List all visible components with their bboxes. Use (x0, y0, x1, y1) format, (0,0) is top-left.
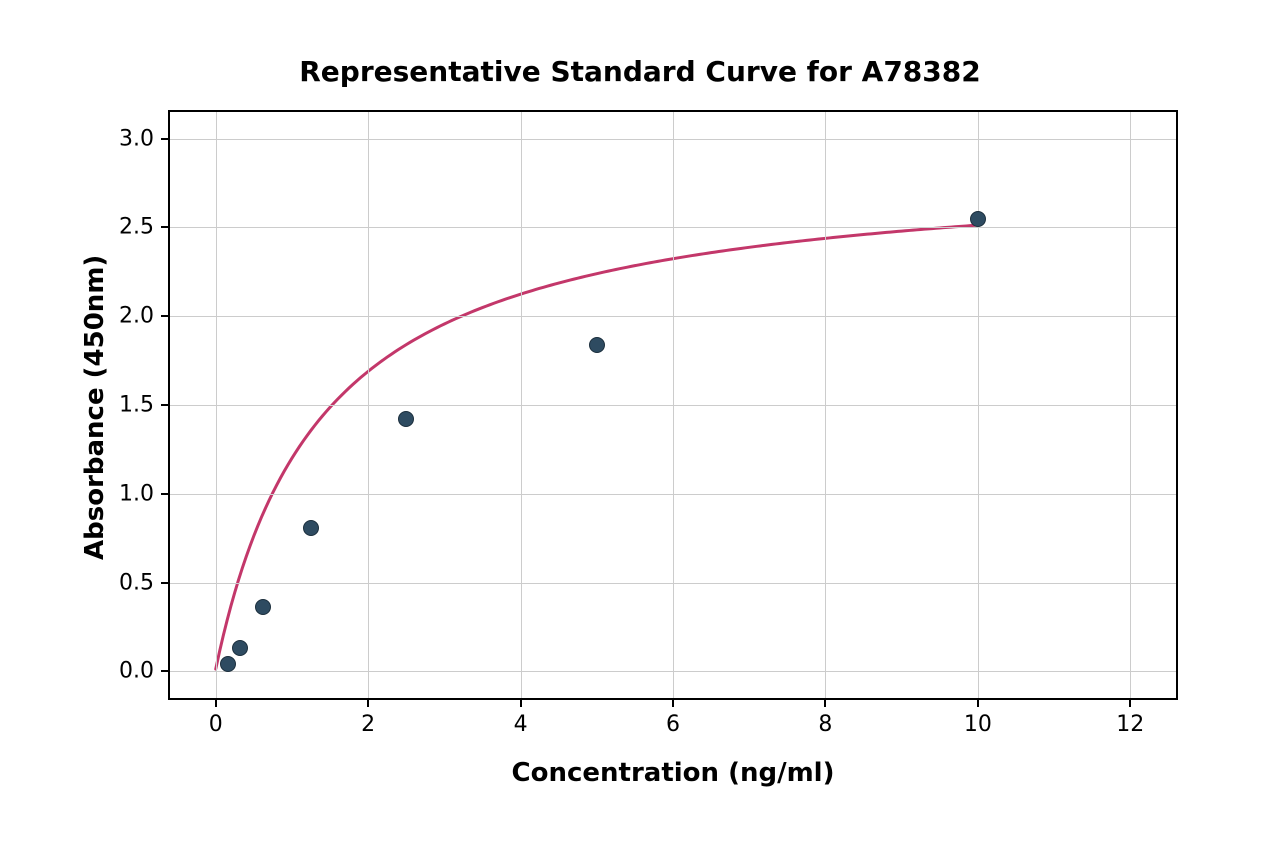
y-tick-label: 0.0 (119, 659, 154, 684)
y-tick-mark (161, 138, 168, 140)
grid-line-horizontal (170, 139, 1176, 140)
y-tick-label: 3.0 (119, 126, 154, 151)
y-tick-label: 1.5 (119, 393, 154, 418)
x-tick-label: 10 (964, 712, 992, 737)
x-tick-mark (824, 700, 826, 707)
fit-curve-path (216, 225, 978, 669)
data-point (255, 599, 271, 615)
data-point (232, 640, 248, 656)
y-tick-mark (161, 315, 168, 317)
x-tick-label: 12 (1116, 712, 1144, 737)
data-point (589, 337, 605, 353)
grid-line-horizontal (170, 494, 1176, 495)
x-tick-mark (1129, 700, 1131, 707)
x-tick-mark (215, 700, 217, 707)
x-tick-mark (977, 700, 979, 707)
grid-line-horizontal (170, 227, 1176, 228)
y-tick-mark (161, 493, 168, 495)
y-tick-label: 0.5 (119, 570, 154, 595)
x-tick-label: 2 (361, 712, 375, 737)
y-tick-mark (161, 226, 168, 228)
x-tick-mark (520, 700, 522, 707)
x-tick-mark (672, 700, 674, 707)
figure: Representative Standard Curve for A78382… (0, 0, 1280, 845)
y-axis-label: Absorbance (450nm) (80, 255, 110, 560)
y-tick-mark (161, 404, 168, 406)
x-tick-label: 0 (209, 712, 223, 737)
x-tick-mark (367, 700, 369, 707)
y-tick-mark (161, 670, 168, 672)
grid-line-horizontal (170, 405, 1176, 406)
grid-line-horizontal (170, 671, 1176, 672)
data-point (303, 520, 319, 536)
data-point (970, 211, 986, 227)
plot-area (168, 110, 1178, 700)
y-tick-mark (161, 582, 168, 584)
data-point (398, 411, 414, 427)
y-tick-label: 2.0 (119, 304, 154, 329)
x-tick-label: 8 (818, 712, 832, 737)
grid-line-horizontal (170, 583, 1176, 584)
y-tick-label: 1.0 (119, 481, 154, 506)
x-tick-label: 4 (514, 712, 528, 737)
y-tick-label: 2.5 (119, 215, 154, 240)
x-tick-label: 6 (666, 712, 680, 737)
x-axis-label: Concentration (ng/ml) (512, 758, 835, 788)
chart-title: Representative Standard Curve for A78382 (0, 55, 1280, 88)
grid-line-horizontal (170, 316, 1176, 317)
data-point (220, 656, 236, 672)
